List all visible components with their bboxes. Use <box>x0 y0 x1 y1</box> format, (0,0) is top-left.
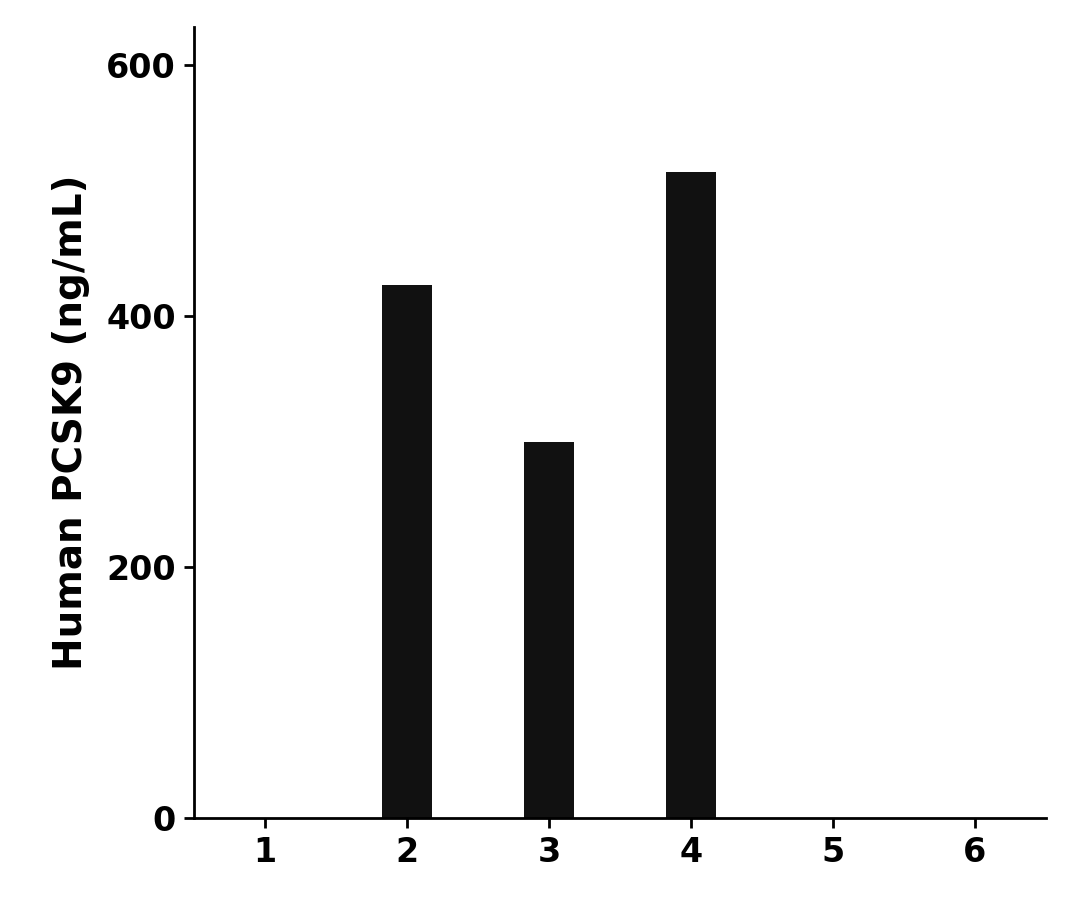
Bar <box>524 442 573 818</box>
Y-axis label: Human PCSK9 (ng/mL): Human PCSK9 (ng/mL) <box>52 175 89 671</box>
Bar <box>382 285 432 818</box>
Bar <box>666 173 716 818</box>
